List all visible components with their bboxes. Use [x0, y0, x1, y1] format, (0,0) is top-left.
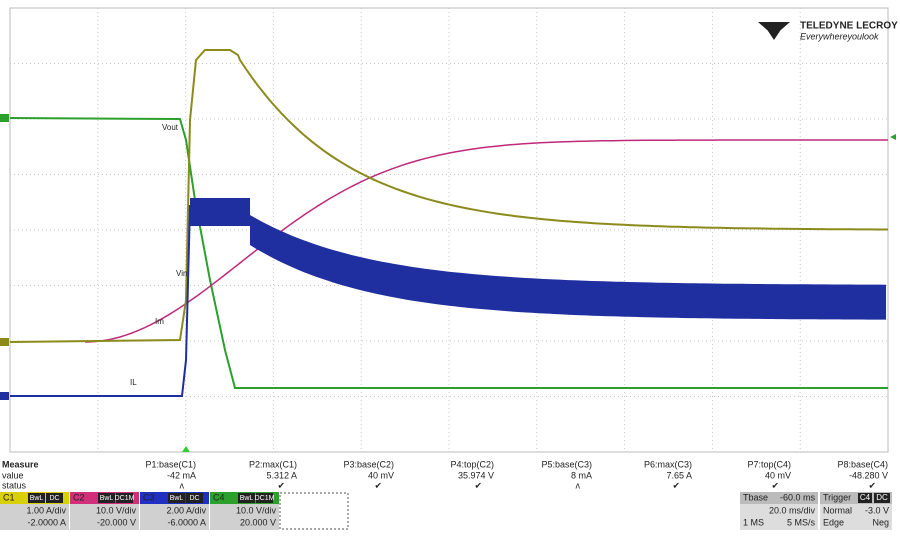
logo-tagline: Everywhereyoulook — [800, 31, 879, 41]
trace-label: Vin — [176, 269, 187, 278]
measure-cell: status — [2, 480, 27, 490]
level-marker — [890, 134, 896, 140]
channel-flag: DC1M — [115, 495, 135, 502]
measure-header: P4:top(C2) — [450, 459, 494, 469]
channel-flag: BwL — [240, 495, 254, 502]
measure-cell: ✔ — [277, 480, 285, 490]
trace-label: Im — [155, 317, 164, 326]
trigger-source-bg — [858, 493, 872, 503]
measure-header: P2:max(C1) — [249, 459, 297, 469]
channel-flag-bg — [116, 493, 133, 503]
trace-label: IL — [130, 378, 137, 387]
channel-flag: DC — [49, 495, 59, 502]
channel-offset: -20.000 V — [97, 517, 136, 527]
measure-cell: -42 mA — [167, 470, 196, 480]
measure-table: Measure P1:base(C1) P2:max(C1) P3:base(C2) P… — [2, 459, 888, 490]
trace-label: Vout — [162, 123, 179, 132]
traces — [0, 49, 896, 400]
measure-header: P6:max(C3) — [644, 459, 692, 469]
measure-cell: 40 mV — [368, 470, 394, 480]
channel-offset: -2.0000 A — [27, 517, 66, 527]
channel-name: C3 — [143, 492, 155, 502]
channel-marker — [0, 392, 9, 400]
timebase-header — [740, 492, 818, 504]
channel-scale: 2.00 A/div — [166, 505, 206, 515]
trigger-coupling: DC — [876, 493, 888, 502]
trace-c4 — [9, 117, 888, 389]
timebase-box: Tbase -60.0 ms 20.0 ms/div 1 MS 5 MS/s — [740, 492, 818, 530]
channel-offset: -6.0000 A — [167, 517, 206, 527]
channel-flag-bg — [256, 493, 273, 503]
channel-scale: 1.00 A/div — [26, 505, 66, 515]
measure-cell: 40 mV — [765, 470, 791, 480]
trace-c3 — [10, 204, 191, 397]
timebase-delay: -60.0 ms — [780, 492, 816, 502]
trigger-marker — [182, 446, 190, 452]
channel-offset: 20.000 V — [240, 517, 276, 527]
measure-cell: 7.65 A — [666, 470, 692, 480]
trigger-mode: Normal — [823, 505, 852, 515]
channel-marker — [0, 114, 9, 122]
measure-header: P7:top(C4) — [747, 459, 791, 469]
trigger-level: -3.0 V — [865, 505, 889, 515]
timebase-rate: 5 MS/s — [787, 517, 816, 527]
measure-cell: ʌ — [576, 480, 581, 490]
trigger-type: Edge — [823, 517, 844, 527]
channel-scale: 10.0 V/div — [236, 505, 277, 515]
trace-c3-band — [190, 198, 250, 226]
channel-flag: DC1M — [255, 495, 275, 502]
measure-cell: -48.280 V — [849, 470, 888, 480]
trace-c3-band — [250, 215, 886, 320]
channel-flag-bg — [238, 493, 255, 503]
measure-header: Measure — [2, 459, 39, 469]
trigger-slope: Neg — [872, 517, 889, 527]
channel-flag-bg — [168, 493, 185, 503]
measure-cell: ✔ — [474, 480, 482, 490]
measure-header: P3:base(C2) — [343, 459, 394, 469]
trace-c1 — [9, 49, 888, 343]
measure-cell: 35.974 V — [458, 470, 494, 480]
measure-cell: 8 mA — [571, 470, 592, 480]
channel-flag-bg — [28, 493, 45, 503]
channel-boxes: C1 BwL DC1.00 A/div-2.0000 AC2 BwL DC1M10.0 … — [0, 492, 279, 530]
timebase-div: 20.0 ms/div — [769, 505, 816, 515]
measure-cell: value — [2, 470, 24, 480]
trigger-label: Trigger — [823, 492, 851, 502]
channel-flag: BwL — [30, 495, 44, 502]
measure-header: P5:base(C3) — [541, 459, 592, 469]
channel-flag: DC — [189, 495, 199, 502]
channel-flag-bg — [98, 493, 115, 503]
channel-flag-bg — [186, 493, 203, 503]
channel-name: C2 — [73, 492, 85, 502]
logo-brand: TELEDYNE LECROY — [800, 21, 898, 32]
channel-flag: BwL — [170, 495, 184, 502]
measure-cell: 5.312 A — [266, 470, 297, 480]
measure-cell: ✔ — [672, 480, 680, 490]
measure-header: P1:base(C1) — [145, 459, 196, 469]
channel-flag: BwL — [100, 495, 114, 502]
trigger-box: Trigger C4 DC Normal -3.0 V Edge Neg — [820, 492, 892, 530]
channel-name: C4 — [213, 492, 225, 502]
logo-icon — [758, 22, 790, 40]
channel-flag-bg — [46, 493, 63, 503]
measure-header: P8:base(C4) — [837, 459, 888, 469]
trigger-coupling-bg — [874, 493, 890, 503]
empty-slot — [279, 492, 349, 530]
channel-name: C1 — [3, 492, 15, 502]
trigger-source: C4 — [860, 493, 871, 502]
logo: TELEDYNE LECROY Everywhereyoulook — [758, 21, 898, 41]
channel-marker — [0, 338, 9, 346]
measure-cell: ʌ — [180, 480, 185, 490]
measure-cell: ✔ — [771, 480, 779, 490]
trace-c2 — [84, 139, 888, 343]
measure-cell: ✔ — [374, 480, 382, 490]
channel-scale: 10.0 V/div — [96, 505, 137, 515]
timebase-samples: 1 MS — [743, 517, 764, 527]
measure-cell: ✔ — [868, 480, 876, 490]
timebase-label: Tbase — [743, 492, 768, 502]
